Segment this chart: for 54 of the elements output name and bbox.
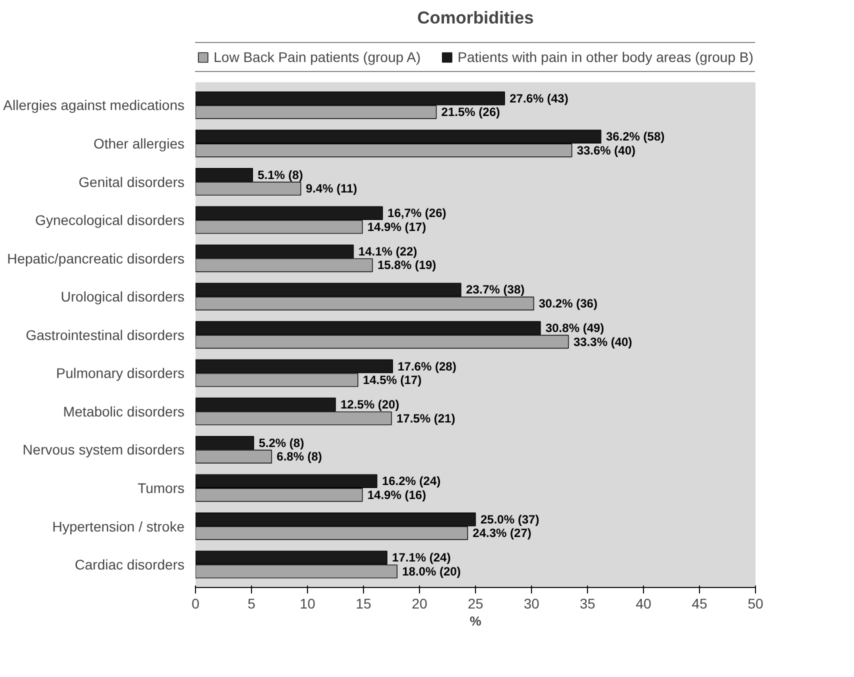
x-tick-label: 45 bbox=[692, 596, 708, 612]
data-label: 16.2% (24) bbox=[382, 474, 441, 488]
data-label: 36.2% (58) bbox=[606, 130, 665, 144]
y-tick-label: Gastrointestinal disorders bbox=[26, 326, 185, 343]
x-tick-label: 10 bbox=[300, 596, 316, 612]
y-tick-label: Gynecological disorders bbox=[35, 212, 184, 228]
x-axis-title: % bbox=[470, 614, 482, 628]
data-label: 24.3% (27) bbox=[472, 526, 532, 540]
y-tick-label: Other allergies bbox=[93, 136, 185, 152]
y-tick-label: Hypertension / stroke bbox=[52, 518, 185, 534]
y-tick-label: Hepatic/pancreatic disorders bbox=[7, 250, 184, 266]
data-label: 33.3% (40) bbox=[573, 334, 632, 349]
y-tick-label: Tumors bbox=[138, 480, 185, 496]
y-tick-label: Nervous system disorders bbox=[22, 442, 184, 458]
x-tick-label: 30 bbox=[524, 596, 540, 612]
chart-title: Comorbidities bbox=[417, 8, 534, 28]
data-label: 15.8% (19) bbox=[377, 258, 436, 272]
data-label: 17.5% (21) bbox=[396, 411, 456, 426]
y-tick-label: Cardiac disorders bbox=[74, 556, 185, 573]
data-label: 17.1% (24) bbox=[392, 550, 451, 565]
x-tick-label: 20 bbox=[412, 596, 428, 612]
data-label: 25.0% (37) bbox=[480, 512, 540, 526]
data-label: 14.9% (16) bbox=[367, 488, 426, 502]
data-label: 16,7% (26) bbox=[388, 206, 446, 220]
data-label: 14.5% (17) bbox=[362, 373, 422, 388]
y-tick-label: Metabolic disorders bbox=[63, 403, 185, 420]
x-tick-label: 35 bbox=[580, 596, 596, 612]
data-label: 12.5% (20) bbox=[340, 398, 400, 412]
data-label: 5.2% (8) bbox=[258, 436, 304, 450]
data-label: 30.8% (49) bbox=[545, 320, 604, 335]
x-tick-label: 15 bbox=[356, 596, 372, 612]
data-label: 18.0% (20) bbox=[402, 564, 461, 578]
data-label: 27.6% (43) bbox=[510, 91, 568, 106]
data-label: 30.2% (36) bbox=[538, 296, 598, 310]
data-label: 21.5% (26) bbox=[441, 105, 500, 120]
data-label: 5.1% (8) bbox=[258, 168, 303, 182]
data-label: 14.1% (22) bbox=[358, 244, 418, 258]
x-tick-label: 40 bbox=[636, 596, 652, 612]
x-tick-label: 0 bbox=[192, 596, 200, 612]
legend-label: Low Back Pain patients (group A) bbox=[214, 49, 421, 65]
data-label: 6.8% (8) bbox=[276, 450, 322, 464]
x-tick-label: 25 bbox=[468, 596, 484, 612]
x-tick-label: 5 bbox=[248, 596, 256, 612]
y-tick-label: Pulmonary disorders bbox=[56, 365, 185, 382]
y-tick-label: Allergies against medications bbox=[3, 97, 185, 114]
y-tick-label: Urological disorders bbox=[60, 288, 184, 305]
data-label: 14.9% (17) bbox=[367, 220, 426, 234]
data-label: 33.6% (40) bbox=[576, 143, 636, 158]
data-label: 17.6% (28) bbox=[398, 359, 456, 374]
data-label: 23.7% (38) bbox=[466, 282, 525, 297]
y-tick-label: Genital disorders bbox=[78, 174, 184, 190]
legend-label: Patients with pain in other body areas (group B) bbox=[458, 49, 754, 65]
data-label: 9.4% (11) bbox=[306, 182, 358, 196]
x-tick-label: 50 bbox=[748, 596, 764, 612]
